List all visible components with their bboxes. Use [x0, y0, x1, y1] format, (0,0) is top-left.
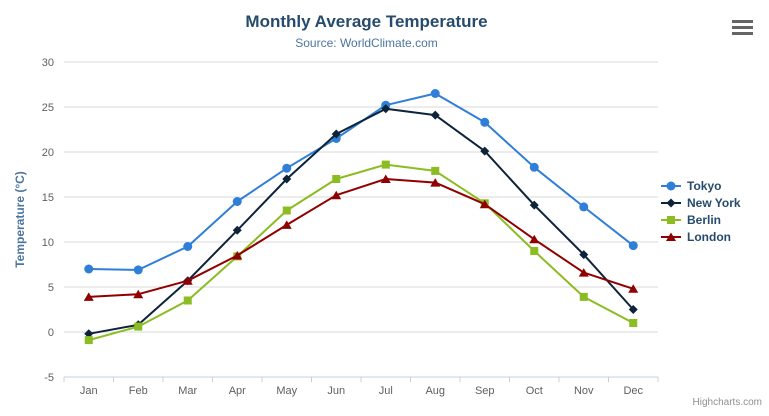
series-london-marker [380, 174, 391, 183]
new-york-legend-marker-icon [661, 198, 681, 207]
x-tick-label: Jul [379, 385, 393, 397]
legend-label: New York [687, 195, 741, 210]
series-tokyo-marker [579, 202, 589, 212]
series-new-york-marker [84, 329, 94, 339]
legend-item-new-york[interactable]: New York [660, 194, 741, 211]
series-tokyo-marker [183, 242, 193, 251]
credits-link[interactable]: Highcharts.com [692, 397, 762, 408]
series-berlin-marker [579, 292, 588, 301]
y-tick-label: 20 [42, 147, 54, 159]
y-tick-label: 25 [42, 102, 54, 114]
series-new-york-marker [480, 146, 490, 156]
series-london-marker [133, 289, 144, 299]
series-berlin-marker [183, 296, 192, 305]
hamburger-bar [732, 32, 753, 35]
series-new-york-marker [529, 200, 539, 210]
y-tick-label: 15 [42, 192, 54, 204]
series-berlin-line [87, 163, 635, 342]
series-london-marker [430, 178, 441, 187]
series-london-marker [331, 190, 342, 200]
series-berlin-marker [134, 322, 143, 331]
y-tick-label: -5 [44, 372, 54, 384]
x-tick-label: Mar [178, 385, 197, 397]
series-tokyo-marker [133, 265, 143, 275]
x-tick-label: Jan [80, 385, 98, 397]
legend-label: Berlin [687, 212, 722, 227]
y-tick-label: 10 [42, 237, 54, 249]
series-tokyo-line [87, 92, 635, 271]
series-london-marker [529, 234, 540, 244]
series-tokyo-marker [232, 197, 242, 206]
x-tick-label: Feb [129, 385, 148, 397]
series-berlin-marker [530, 247, 539, 255]
x-tick-label: Oct [526, 385, 543, 397]
series-london-marker [83, 292, 94, 301]
hamburger-icon[interactable] [732, 20, 753, 35]
x-tick-label: Apr [229, 385, 246, 397]
series-london-marker [628, 284, 639, 293]
series-berlin-marker [84, 336, 93, 345]
legend-item-berlin[interactable]: Berlin [660, 211, 741, 228]
series-london-marker [281, 220, 292, 229]
series-london-marker [182, 276, 193, 285]
series-new-york-marker [628, 305, 638, 314]
tokyo-legend-marker-icon [661, 181, 681, 190]
y-tick-label: 30 [42, 57, 54, 69]
legend: Tokyo New York Berlin London [660, 177, 741, 245]
x-tick-label: Nov [574, 385, 594, 397]
series-london-line [87, 178, 635, 298]
series-tokyo-marker [480, 117, 490, 127]
series-london-marker [578, 268, 589, 277]
series-new-york-marker [331, 129, 341, 139]
series-new-york-line [87, 107, 635, 335]
hamburger-bar [732, 26, 753, 29]
y-tick-label: 5 [48, 282, 54, 294]
berlin-legend-marker-icon [661, 215, 681, 224]
x-tick-label: Sep [475, 385, 495, 397]
series-berlin-marker [282, 206, 291, 215]
series-new-york-marker [282, 174, 292, 184]
legend-item-london[interactable]: London [660, 228, 741, 245]
y-tick-label: 0 [48, 327, 54, 339]
series-berlin-marker [629, 319, 638, 327]
series-london-marker [232, 251, 243, 260]
series-berlin-marker [431, 166, 440, 175]
x-tick-label: Dec [623, 385, 643, 397]
chart-subtitle: Source: WorldClimate.com [295, 36, 438, 50]
london-legend-marker-icon [661, 232, 681, 241]
x-tick-label: Jun [327, 385, 345, 397]
legend-item-tokyo[interactable]: Tokyo [660, 177, 741, 194]
hamburger-bar [732, 20, 753, 23]
series-berlin-marker [381, 160, 390, 169]
legend-label: Tokyo [687, 178, 722, 193]
series-tokyo-marker [282, 163, 292, 173]
series-london-marker [479, 199, 490, 209]
series-berlin-marker [332, 175, 341, 183]
series-tokyo-marker [529, 162, 539, 172]
series-new-york-marker [430, 110, 440, 120]
series-tokyo-marker [628, 241, 638, 251]
series-new-york-marker [381, 104, 391, 114]
y-axis-title: Temperature (°C) [13, 171, 27, 268]
series-tokyo-marker [430, 89, 440, 98]
x-tick-label: Aug [425, 385, 445, 397]
chart-title: Monthly Average Temperature [245, 12, 488, 31]
legend-label: London [687, 229, 731, 244]
series-new-york-marker [579, 250, 589, 260]
x-tick-label: May [276, 385, 297, 397]
series-tokyo-marker [84, 264, 94, 274]
series-new-york-marker [232, 225, 242, 235]
